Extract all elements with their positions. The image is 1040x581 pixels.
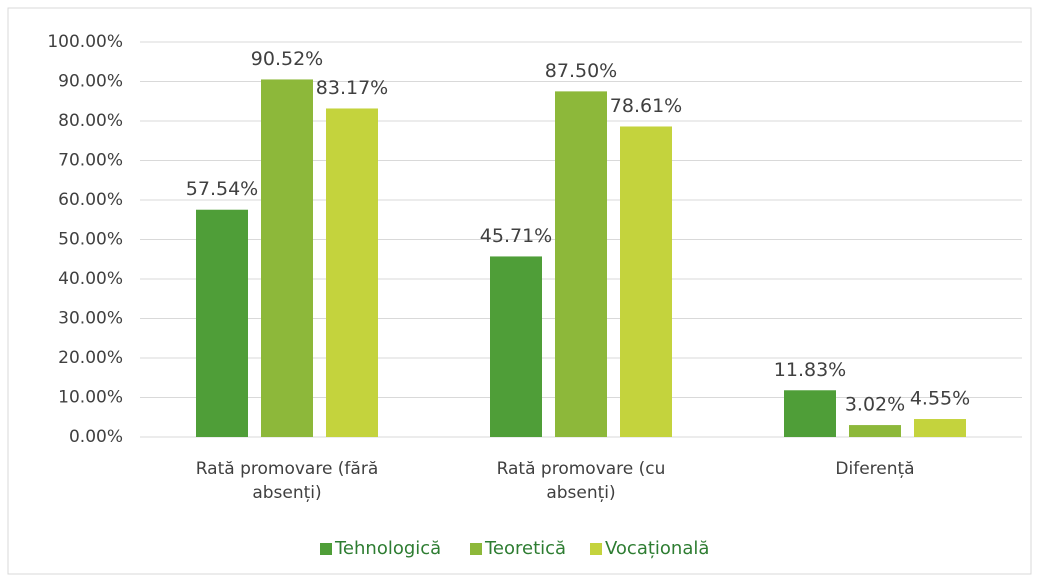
legend-swatch: [590, 543, 602, 555]
legend-label: Teoretică: [484, 538, 566, 559]
data-label: 57.54%: [186, 178, 258, 200]
legend-swatch: [470, 543, 482, 555]
data-label: 4.55%: [910, 388, 970, 410]
y-tick-label: 30.00%: [58, 309, 123, 329]
y-tick-label: 10.00%: [58, 388, 123, 408]
y-tick-label: 50.00%: [58, 230, 123, 250]
data-label: 78.61%: [610, 95, 682, 117]
x-tick-label: Rată promovare (fără absenți): [195, 459, 379, 503]
bar: [620, 126, 672, 437]
data-label: 87.50%: [545, 60, 617, 82]
y-tick-label: 70.00%: [58, 151, 123, 171]
bar: [555, 91, 607, 437]
data-label: 11.83%: [774, 359, 846, 381]
legend-label: Tehnologică: [334, 538, 441, 559]
y-tick-label: 60.00%: [58, 190, 123, 210]
data-label: 3.02%: [845, 394, 905, 416]
data-label: 45.71%: [480, 225, 552, 247]
bar: [784, 390, 836, 437]
y-tick-label: 90.00%: [58, 72, 123, 92]
chart-border: [7, 7, 1032, 575]
bar: [490, 256, 542, 437]
y-tick-label: 20.00%: [58, 348, 123, 368]
bar: [914, 419, 966, 437]
y-tick-label: 0.00%: [69, 427, 123, 447]
data-label: 90.52%: [251, 48, 323, 70]
x-tick-label: Rată promovare (cu absenți): [496, 459, 666, 503]
bar: [849, 425, 901, 437]
y-tick-label: 100.00%: [47, 32, 123, 52]
y-tick-label: 80.00%: [58, 111, 123, 131]
legend-swatch: [320, 543, 332, 555]
bar: [261, 79, 313, 438]
legend-label: Vocațională: [605, 538, 709, 559]
data-label: 83.17%: [316, 77, 388, 99]
y-tick-label: 40.00%: [58, 269, 123, 289]
x-tick-label: Diferență: [835, 459, 915, 479]
bar: [196, 209, 248, 437]
bar: [326, 108, 378, 437]
